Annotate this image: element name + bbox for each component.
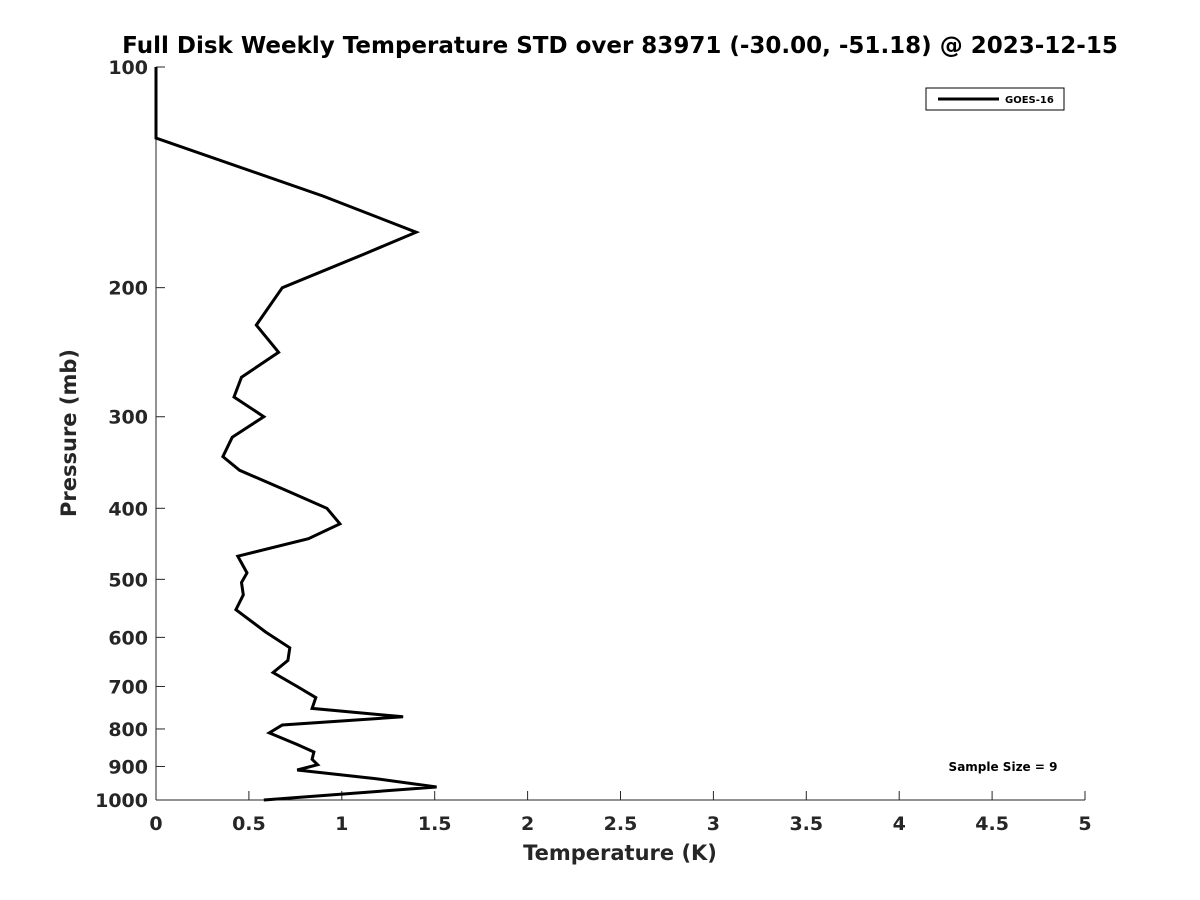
- x-tick-label: 4.5: [975, 813, 1009, 835]
- series-line-0: [154, 67, 437, 802]
- y-tick-label: 200: [108, 278, 148, 300]
- y-tick-label: 100: [108, 57, 148, 79]
- series-layer: [154, 67, 437, 802]
- axes: [155, 67, 1085, 801]
- x-axis-ticks: 0 0.5 1 1.5 2 2.5 3 3.5 4 4.5 5: [149, 791, 1092, 835]
- x-tick-label: 1: [335, 813, 348, 835]
- y-tick-label: 600: [108, 627, 148, 649]
- x-tick-label: 3: [707, 813, 720, 835]
- x-tick-label: 0.5: [232, 813, 266, 835]
- y-tick-label: 300: [108, 407, 148, 429]
- legend-label-goes-16: GOES-16: [1005, 95, 1054, 106]
- legend: GOES-16: [925, 87, 1065, 111]
- chart-title: Full Disk Weekly Temperature STD over 83…: [122, 33, 1118, 59]
- x-tick-label: 0: [149, 813, 162, 835]
- sample-size-annotation: Sample Size = 9: [949, 760, 1058, 774]
- y-axis-ticks: 100 200 300 400 500 600 700 800 900 1000: [95, 57, 165, 812]
- x-axis-label: Temperature (K): [523, 841, 717, 865]
- y-tick-label: 500: [108, 569, 148, 591]
- x-tick-label: 2.5: [604, 813, 638, 835]
- x-tick-label: 1.5: [418, 813, 452, 835]
- y-axis-label: Pressure (mb): [57, 349, 81, 517]
- x-tick-label: 2: [521, 813, 534, 835]
- y-tick-label: 800: [108, 719, 148, 741]
- y-tick-label: 900: [108, 756, 148, 778]
- x-tick-label: 5: [1078, 813, 1091, 835]
- y-tick-label: 1000: [95, 790, 148, 812]
- x-tick-label: 4: [893, 813, 906, 835]
- y-tick-label: 400: [108, 498, 148, 520]
- x-tick-label: 3.5: [789, 813, 823, 835]
- y-tick-label: 700: [108, 676, 148, 698]
